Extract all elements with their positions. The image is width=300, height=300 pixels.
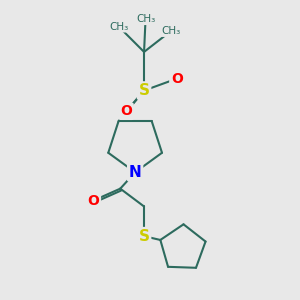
Text: CH₃: CH₃ <box>109 22 128 32</box>
Text: S: S <box>139 83 150 98</box>
Text: CH₃: CH₃ <box>161 26 180 36</box>
Text: CH₃: CH₃ <box>136 14 155 24</box>
Text: S: S <box>139 229 150 244</box>
Text: N: N <box>129 165 142 180</box>
Text: O: O <box>120 104 132 118</box>
Text: O: O <box>171 72 183 86</box>
Text: O: O <box>88 194 100 208</box>
